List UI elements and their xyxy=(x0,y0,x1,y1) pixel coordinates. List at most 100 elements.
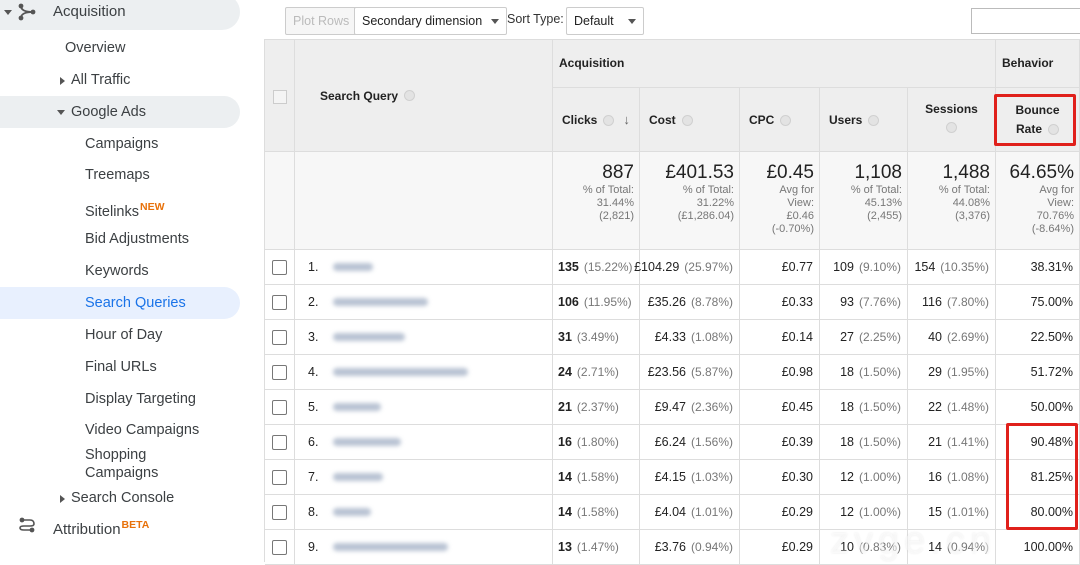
help-icon[interactable] xyxy=(681,114,693,126)
help-icon[interactable] xyxy=(868,114,880,126)
nav-item[interactable]: Campaigns xyxy=(85,135,158,153)
cell-share: (8.78%) xyxy=(690,295,733,309)
column-header: Search Query xyxy=(320,88,399,103)
nav-item[interactable]: SitelinksNEW xyxy=(85,198,165,221)
blurred-query[interactable] xyxy=(333,368,468,376)
total-value: £401.53 xyxy=(665,162,734,183)
help-icon[interactable] xyxy=(603,114,615,126)
row-checkbox[interactable] xyxy=(272,364,287,380)
cell-value: 24 xyxy=(558,365,572,379)
secondary-dimension-dropdown[interactable]: Secondary dimension xyxy=(354,7,508,35)
row-cell: 29 (1.95%) xyxy=(908,355,996,390)
row-cell: £0.30 xyxy=(740,460,820,495)
row-checkbox[interactable] xyxy=(272,294,287,310)
row-index: 7. xyxy=(308,470,319,484)
row-cell: 51.72% xyxy=(996,355,1080,390)
row-checkbox[interactable] xyxy=(272,504,287,520)
blurred-query[interactable] xyxy=(333,473,383,481)
total-detail: % of Total: 45.13% (2,455) xyxy=(838,184,902,223)
nav-label: Display Targeting xyxy=(85,391,196,407)
row-checkbox[interactable] xyxy=(272,539,287,555)
help-icon[interactable] xyxy=(946,122,957,133)
cell-share: (25.97%) xyxy=(684,260,733,274)
blurred-query[interactable] xyxy=(333,298,428,306)
nav-item[interactable]: Bid Adjustments xyxy=(85,230,189,248)
nav-label: Bid Adjustments xyxy=(85,231,189,247)
nav-highlight xyxy=(0,0,240,30)
select-all-checkbox[interactable] xyxy=(272,90,287,104)
nav-item[interactable]: Shopping Campaigns xyxy=(85,446,185,482)
cell-share: (1.01%) xyxy=(946,505,989,519)
row-cell: 75.00% xyxy=(996,285,1080,320)
cell-value: 106 xyxy=(558,295,579,309)
row-cell xyxy=(265,530,295,565)
column-header: Cost xyxy=(649,113,693,127)
nav-item[interactable]: Acquisition xyxy=(53,3,126,21)
cell-value: 109 xyxy=(833,260,854,274)
row-cell: £0.29 xyxy=(740,530,820,565)
nav-label: All Traffic xyxy=(71,72,131,88)
button-label: Plot Rows xyxy=(293,14,350,28)
total-detail: % of Total: 31.22% (£1,286.04) xyxy=(670,184,734,223)
row-cell: 135 (15.22%) xyxy=(553,250,640,285)
nav-item[interactable]: Hour of Day xyxy=(85,326,162,344)
nav-item[interactable]: Treemaps xyxy=(85,166,150,184)
row-cell: 21 (2.37%) xyxy=(553,390,640,425)
row-checkbox[interactable] xyxy=(272,469,287,485)
nav-item[interactable]: Keywords xyxy=(85,262,149,280)
row-cell: 1. xyxy=(295,250,553,285)
row-cell: 22.50% xyxy=(996,320,1080,355)
total-share: 44.08% xyxy=(952,197,990,209)
row-checkbox[interactable] xyxy=(272,259,287,275)
cell-value: 29 xyxy=(928,365,942,379)
totals-cell xyxy=(295,152,553,250)
row-index: 1. xyxy=(308,260,319,274)
sidebar: Acquisition Overview All Traffic Google Ads… xyxy=(0,0,265,562)
nav-item[interactable]: AttributionBETA xyxy=(53,516,149,539)
nav-label: Search Queries xyxy=(85,295,186,311)
sort-type-label: Sort Type: xyxy=(507,12,564,26)
row-cell: 18 (1.50%) xyxy=(820,355,908,390)
sort-type-dropdown[interactable]: Default xyxy=(566,7,644,35)
cell-value: £0.29 xyxy=(781,540,813,554)
search-box[interactable] xyxy=(971,8,1080,34)
row-cell: 12 (1.00%) xyxy=(820,495,908,530)
nav-item[interactable]: Display Targeting xyxy=(85,390,196,408)
help-icon[interactable] xyxy=(780,114,792,126)
help-icon[interactable] xyxy=(1048,123,1059,135)
nav-item[interactable]: Overview xyxy=(65,39,125,57)
caret xyxy=(60,495,65,503)
total-detail: % of Total: 31.44% (2,821) xyxy=(570,184,634,223)
nav-item[interactable]: Search Console xyxy=(71,489,174,507)
nav-item[interactable]: Google Ads xyxy=(71,103,146,121)
row-cell xyxy=(265,495,295,530)
total-overall: (3,376) xyxy=(955,210,990,222)
row-checkbox[interactable] xyxy=(272,399,287,415)
row-cell: 2. xyxy=(295,285,553,320)
nav-item[interactable]: All Traffic xyxy=(71,71,130,89)
row-checkbox[interactable] xyxy=(272,329,287,345)
blurred-query[interactable] xyxy=(333,333,405,341)
row-cell xyxy=(265,460,295,495)
nav-label: Google Ads xyxy=(71,104,146,120)
nav-label: Final URLs xyxy=(85,359,157,375)
cell-share: (7.76%) xyxy=(858,295,901,309)
blurred-query[interactable] xyxy=(333,403,381,411)
nav-item[interactable]: Video Campaigns xyxy=(85,421,199,439)
cell-value: 27 xyxy=(840,330,854,344)
row-checkbox[interactable] xyxy=(272,434,287,450)
blurred-query[interactable] xyxy=(333,543,448,551)
row-cell: £9.47 (2.36%) xyxy=(640,390,740,425)
cell-share: (1.58%) xyxy=(576,505,619,519)
cell-value: £23.56 xyxy=(647,365,686,379)
nav-item[interactable]: Final URLs xyxy=(85,358,157,376)
blurred-query[interactable] xyxy=(333,263,373,271)
cell-value: £3.76 xyxy=(654,540,686,554)
blurred-query[interactable] xyxy=(333,438,401,446)
nav-item[interactable]: Search Queries xyxy=(85,294,186,312)
blurred-query[interactable] xyxy=(333,508,371,516)
row-cell: 8. xyxy=(295,495,553,530)
cell-share: (1.48%) xyxy=(946,400,989,414)
dropdown-arrow xyxy=(491,18,500,24)
